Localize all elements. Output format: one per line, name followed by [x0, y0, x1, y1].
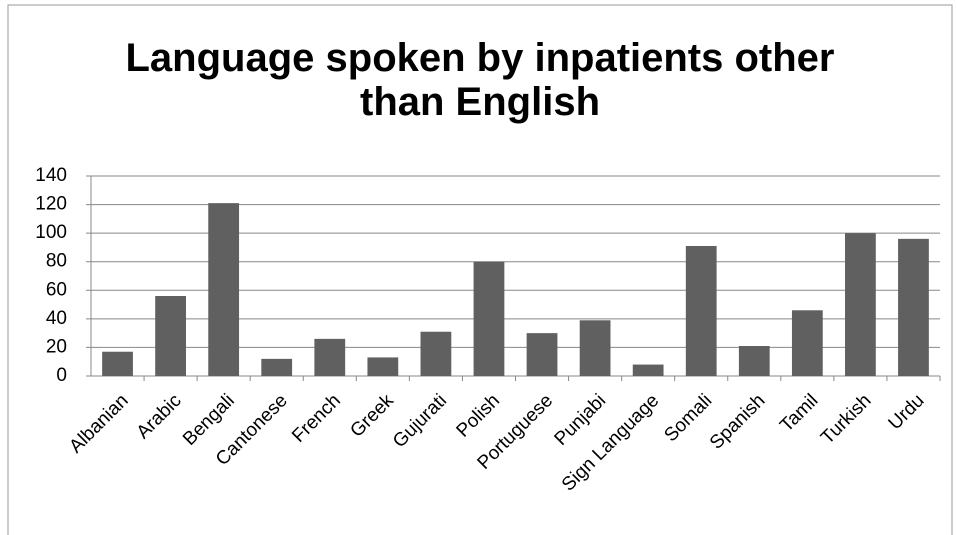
chart-frame [7, 4, 953, 535]
x-tick-label: Greek [346, 390, 398, 442]
y-tick-label: 80 [46, 251, 67, 272]
chart-title: Language spoken by inpatients other than… [125, 36, 835, 124]
bar [632, 364, 664, 376]
x-tick-label: Polish [453, 390, 504, 441]
bar [367, 357, 399, 376]
bar [526, 333, 558, 376]
bar [473, 261, 505, 376]
x-tick-label: Sign Language [558, 390, 663, 495]
y-tick-label: 20 [46, 336, 67, 357]
bar [314, 338, 346, 376]
bar [420, 331, 452, 376]
bar [898, 238, 929, 376]
x-tick-label: Gujurati [389, 390, 451, 452]
bar [208, 203, 240, 376]
y-tick-label: 140 [35, 165, 67, 186]
y-tick-label: 60 [46, 279, 67, 300]
bar [155, 296, 186, 376]
x-tick-label: Tamil [776, 390, 822, 436]
bar [738, 346, 770, 376]
y-tick-label: 100 [35, 222, 67, 243]
bar [261, 358, 293, 376]
x-tick-label: Albanian [65, 390, 132, 457]
x-tick-label: Arabic [133, 390, 186, 443]
x-tick-label: Turkish [817, 390, 875, 448]
y-tick-label: 40 [46, 308, 67, 329]
y-tick-label: 120 [35, 194, 67, 215]
bar [102, 351, 133, 376]
x-tick-label: Spanish [706, 390, 769, 453]
x-tick-label: French [288, 390, 345, 447]
bar [791, 310, 823, 376]
y-tick-label: 0 [56, 365, 67, 386]
bar [685, 246, 717, 376]
bar [579, 320, 611, 376]
x-tick-label: Urdu [885, 390, 929, 434]
bar [845, 233, 876, 376]
